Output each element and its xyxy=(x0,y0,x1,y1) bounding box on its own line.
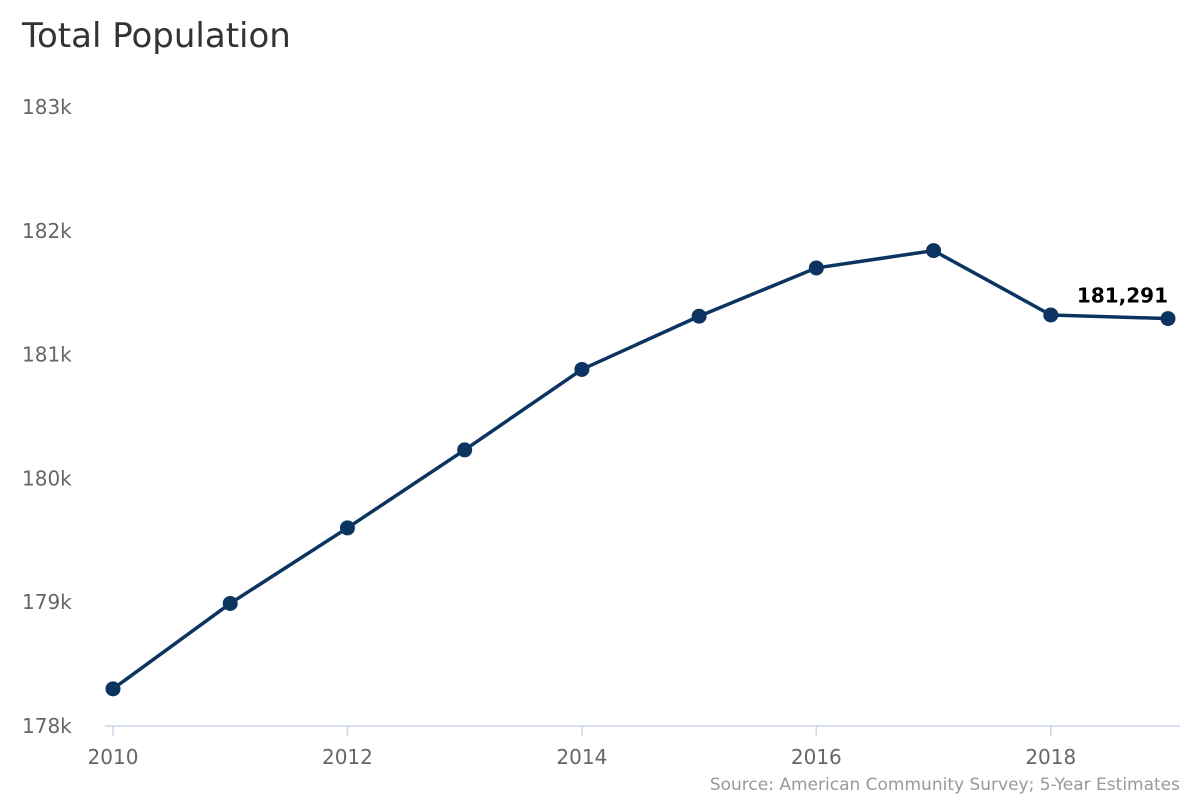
x-tick-label: 2014 xyxy=(556,745,607,769)
x-axis-labels: 2010 2012 2014 2016 2018 xyxy=(88,745,1077,769)
series-line xyxy=(111,248,1169,691)
x-axis xyxy=(105,725,1180,736)
data-point[interactable] xyxy=(691,308,707,324)
x-tick-label: 2016 xyxy=(791,745,842,769)
data-label: 181,291 xyxy=(1077,284,1168,308)
y-tick-label: 181k xyxy=(22,343,72,367)
y-tick-label: 183k xyxy=(22,95,72,119)
data-point[interactable] xyxy=(457,442,473,458)
y-tick-label: 180k xyxy=(22,466,72,490)
x-tick-label: 2010 xyxy=(88,745,139,769)
data-point[interactable] xyxy=(1160,311,1176,327)
y-tick-label: 179k xyxy=(22,590,72,614)
data-point[interactable] xyxy=(222,595,238,611)
data-point[interactable] xyxy=(105,681,121,697)
y-tick-label: 182k xyxy=(22,219,72,243)
data-point[interactable] xyxy=(1043,307,1059,323)
chart-title: Total Population xyxy=(21,16,291,56)
data-point[interactable] xyxy=(574,361,590,377)
y-tick-label: 178k xyxy=(22,714,72,738)
data-point[interactable] xyxy=(808,260,824,276)
x-tick-label: 2018 xyxy=(1025,745,1076,769)
data-labels: 181,291 xyxy=(1077,284,1168,308)
source-credit: Source: American Community Survey; 5-Yea… xyxy=(710,775,1180,795)
series-layer xyxy=(105,243,1176,697)
data-point[interactable] xyxy=(339,520,355,536)
x-tick-label: 2012 xyxy=(322,745,373,769)
y-axis-labels: 178k 179k 180k 181k 182k 183k xyxy=(22,95,72,738)
data-point[interactable] xyxy=(926,243,942,259)
